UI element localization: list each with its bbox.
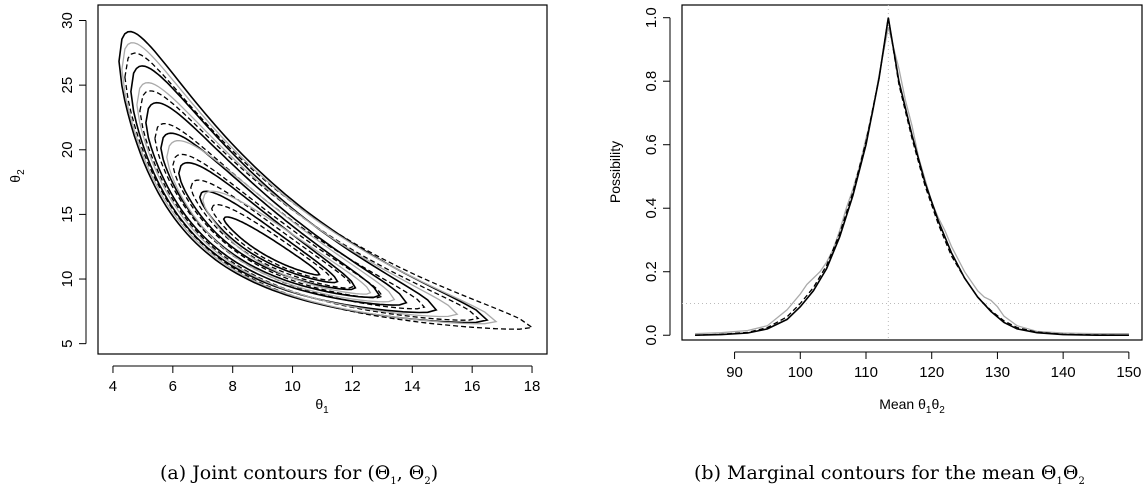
- x-tick-label: 12: [344, 378, 361, 395]
- x-tick-label: 18: [524, 378, 541, 395]
- panel-a-x-axis: 4 6 8 10 12 14 16 18: [109, 365, 541, 395]
- contour-solid-black-0: [118, 30, 489, 324]
- marginal-dashed-black: [695, 17, 1129, 336]
- contour-solid-black-5: [198, 190, 339, 284]
- contour-solid-grey-2: [166, 139, 396, 303]
- y-tick-label: 5: [59, 339, 76, 347]
- x-tick-label: 10: [284, 378, 301, 395]
- marginal-solid-grey: [695, 27, 1129, 335]
- y-tick-label: 15: [59, 206, 76, 223]
- x-tick-label: 90: [726, 364, 743, 381]
- x-tick-label: 16: [464, 378, 481, 395]
- y-tick-label: 0.0: [643, 325, 660, 346]
- panel-a-plot-frame: [97, 4, 548, 355]
- y-tick-label: 20: [59, 141, 76, 158]
- y-tick-label: 0.4: [643, 198, 660, 219]
- contour-dashed-black-2: [154, 122, 426, 310]
- panel-b-y-axis: 0.0 0.2 0.4 0.6 0.8 1.0: [643, 7, 671, 346]
- panel-a-x-label: θ1: [315, 396, 329, 416]
- panel-b-y-label: Possibility: [607, 141, 623, 203]
- panel-b-x-label: Mean θ1θ2: [879, 396, 945, 416]
- panel-a-y-axis: 5 10 15 20 25 30: [59, 12, 87, 348]
- y-tick-label: 0.2: [643, 261, 660, 282]
- panel-a-y-label: θ2: [7, 169, 27, 183]
- y-tick-label: 25: [59, 77, 76, 94]
- contour-solid-black-6: [222, 216, 321, 276]
- y-tick-label: 10: [59, 271, 76, 288]
- contour-dashed-black-1: [139, 90, 480, 321]
- contour-dashed-black-5: [210, 203, 333, 281]
- contour-solid-grey-0: [121, 42, 498, 325]
- panel-b-caption: (b) Marginal contours for the mean Θ1Θ2: [694, 462, 1085, 487]
- panel-b-marginal-contours: 90 100 110 120 130 140 150 0.00.20.40.60.81.0 …: [607, 4, 1143, 487]
- y-tick-label: 0.6: [643, 134, 660, 155]
- y-tick-label: 1.0: [643, 7, 660, 28]
- x-tick-label: 120: [919, 364, 944, 381]
- contour-dashed-black-3: [172, 153, 384, 299]
- panel-b-line-layer: [695, 17, 1129, 336]
- x-tick-label: 8: [229, 378, 237, 395]
- panel-b-reference-lines: [682, 5, 1142, 340]
- panel-a-contour-layer: [118, 30, 534, 330]
- x-tick-label: 6: [169, 378, 177, 395]
- x-tick-label: 110: [854, 364, 878, 381]
- x-tick-label: 100: [788, 364, 813, 381]
- panel-a-joint-contours: 4 6 8 10 12 14 16 18 5 10 15 20 25 30 θ1 θ2 (a) Join…: [7, 4, 548, 487]
- marginal-solid-black: [695, 17, 1129, 336]
- panel-b-x-axis: 90 100 110 120 130 140 150: [726, 351, 1141, 381]
- y-tick-label: 30: [59, 12, 76, 29]
- x-tick-label: 14: [404, 378, 421, 395]
- x-tick-label: 4: [109, 378, 117, 395]
- contour-solid-black-2: [145, 101, 408, 306]
- contour-solid-grey-1: [136, 82, 459, 318]
- x-tick-label: 130: [985, 364, 1010, 381]
- panel-b-plot-frame: [681, 4, 1143, 341]
- contour-solid-black-4: [177, 161, 357, 291]
- panel-a-caption: (a) Joint contours for (Θ1, Θ2): [160, 462, 438, 487]
- contour-solid-grey-3: [202, 190, 372, 295]
- x-tick-label: 150: [1116, 364, 1141, 381]
- y-tick-label: 0.8: [643, 71, 660, 92]
- x-tick-label: 140: [1051, 364, 1076, 381]
